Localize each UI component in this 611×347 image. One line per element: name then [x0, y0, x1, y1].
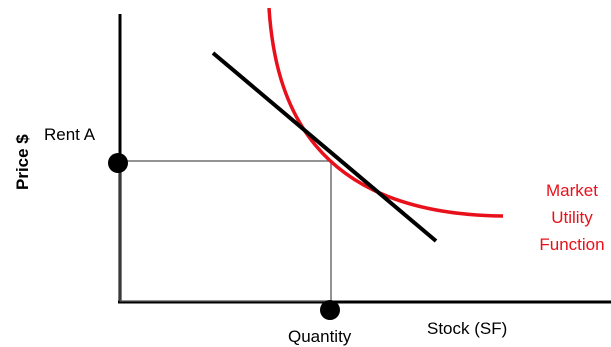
revenue-rectangle [119, 160, 332, 302]
curve-label-line1: Market [546, 181, 598, 200]
quantity-label: Quantity [288, 327, 352, 346]
tangent-line [211, 51, 438, 243]
x-axis-label: Stock (SF) [427, 319, 507, 338]
y-axis-label: Price $ [13, 134, 32, 190]
curve-label-line2: Utility [551, 208, 593, 227]
curve-label-line3: Function [539, 235, 604, 254]
quantity-point [320, 300, 340, 320]
rent-label: Rent A [44, 125, 96, 144]
market-utility-curve [267, 7, 504, 218]
rent-point [108, 153, 128, 173]
